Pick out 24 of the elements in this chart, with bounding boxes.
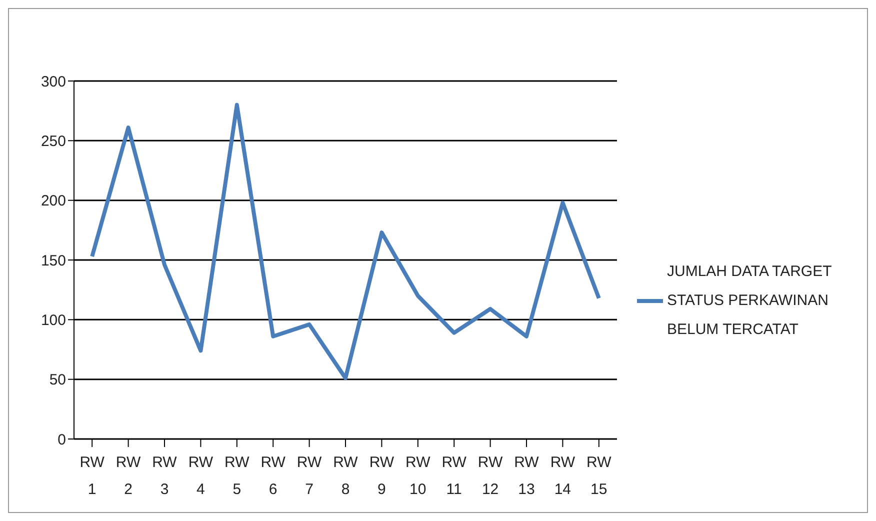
y-tick-label: 300	[40, 73, 66, 90]
y-tick-label: 100	[40, 312, 66, 329]
x-tick-label: RW 7	[296, 454, 322, 498]
x-tick-label: RW 14	[550, 454, 576, 498]
x-tick-label: RW 13	[514, 454, 540, 498]
legend-label: JUMLAH DATA TARGET STATUS PERKAWINAN BELUM TERCATAT	[667, 262, 832, 340]
x-tick-label: RW 2	[116, 454, 142, 498]
y-tick-label: 200	[40, 192, 66, 210]
y-tick-label: 150	[40, 252, 66, 270]
x-tick-label: RW 10	[406, 454, 432, 498]
x-tick-label: RW 5	[224, 454, 250, 498]
x-tick-label: RW 8	[333, 454, 359, 498]
y-tick-label: 50	[49, 372, 66, 389]
x-tick-label: RW 6	[260, 454, 286, 498]
x-tick-label: RW 3	[152, 454, 178, 498]
x-tick-label: RW 1	[80, 454, 106, 498]
x-tick-label: RW 15	[586, 454, 612, 498]
x-tick-label: RW 12	[478, 454, 504, 498]
x-tick-label: RW 4	[188, 454, 214, 498]
x-tick-label: RW 11	[442, 454, 468, 498]
y-tick-label: 0	[58, 431, 66, 448]
line-series	[90, 102, 601, 380]
x-tick-label: RW 9	[369, 454, 395, 498]
y-tick-label: 250	[40, 132, 66, 150]
